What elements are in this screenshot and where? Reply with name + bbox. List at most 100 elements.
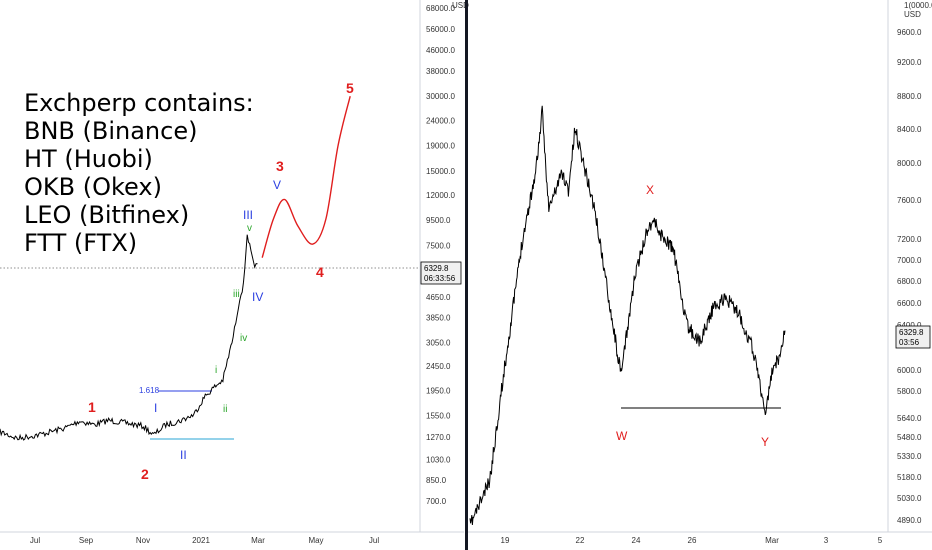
left-y-tick-0: 68000.0 — [426, 4, 455, 13]
left-y-tick-20: 700.0 — [426, 497, 447, 506]
wave-label-W: W — [616, 429, 628, 443]
right-y-tick-17: 5030.0 — [897, 494, 922, 503]
left-y-tick-6: 19000.0 — [426, 141, 455, 150]
left-y-axis: 68000.0 56000.0 46000.0 38000.0 30000.0 24000… — [426, 4, 455, 506]
left-y-tick-8: 12000.0 — [426, 191, 455, 200]
left-chart-panel: Exchperp contains: BNB (Binance) HT (Huo… — [0, 0, 469, 545]
right-y-tick-7: 7000.0 — [897, 256, 922, 265]
right-y-tick-5: 7600.0 — [897, 196, 922, 205]
wave-label-iv: iv — [240, 333, 247, 344]
left-y-tick-17: 1270.0 — [426, 433, 451, 442]
wave-label-2: 2 — [141, 466, 149, 482]
left-x-tick-2: Nov — [136, 536, 150, 545]
left-y-tick-11: 4650.0 — [426, 293, 451, 302]
right-y-tick-18: 4890.0 — [897, 516, 922, 525]
right-y-axis: 9600.0 9200.0 8800.0 8400.0 8000.0 7600.0 7200… — [897, 28, 922, 525]
wave-label-3: 3 — [276, 158, 284, 174]
wave-label-I: I — [154, 401, 157, 415]
wave-label-1: 1 — [88, 399, 96, 415]
left-price-series — [0, 234, 258, 441]
annotation-line-3: HT (Huobi) — [24, 145, 153, 173]
wave-label-4: 4 — [316, 264, 324, 280]
annotation-line-2: BNB (Binance) — [24, 117, 197, 145]
right-x-tick-0: 19 — [501, 536, 510, 545]
right-x-axis: 19 22 24 26 Mar 3 5 — [501, 536, 883, 545]
right-x-tick-3: 26 — [688, 536, 697, 545]
left-y-tick-4: 30000.0 — [426, 92, 455, 101]
right-currency-line-1: 1(0000.0 — [904, 1, 932, 10]
left-y-tick-13: 3050.0 — [426, 338, 451, 347]
left-x-tick-6: Jul — [369, 536, 379, 545]
right-y-tick-3: 8400.0 — [897, 125, 922, 134]
left-y-tick-19: 850.0 — [426, 476, 447, 485]
left-x-tick-1: Sep — [79, 536, 94, 545]
left-y-tick-1: 56000.0 — [426, 25, 455, 34]
wave-label-III: III — [243, 208, 253, 222]
right-y-tick-1: 9200.0 — [897, 58, 922, 67]
right-x-tick-4: Mar — [765, 536, 779, 545]
wave-label-II: II — [180, 448, 187, 462]
right-y-tick-15: 5330.0 — [897, 452, 922, 461]
right-y-tick-9: 6600.0 — [897, 299, 922, 308]
left-currency-label: USD — [452, 1, 469, 10]
left-y-tick-5: 24000.0 — [426, 116, 455, 125]
left-x-tick-5: May — [308, 536, 323, 545]
wave-label-i: i — [215, 365, 217, 376]
right-y-tick-12: 5800.0 — [897, 387, 922, 396]
left-y-tick-2: 46000.0 — [426, 46, 455, 55]
left-wave-labels: 1 2 3 4 5 I II III IV V i ii iii iv v — [88, 80, 354, 482]
wave-label-X: X — [646, 183, 654, 197]
left-y-tick-10: 7500.0 — [426, 242, 451, 251]
panel-divider[interactable] — [465, 0, 468, 550]
left-x-tick-4: Mar — [251, 536, 265, 545]
right-y-tick-8: 6800.0 — [897, 277, 922, 286]
left-y-tick-18: 1030.0 — [426, 455, 451, 464]
right-currency-line-2: USD — [904, 10, 921, 19]
right-y-tick-14: 5480.0 — [897, 433, 922, 442]
wave-label-iii: iii — [233, 289, 240, 300]
fib-1618-label: 1.618 — [139, 386, 160, 395]
left-y-tick-12: 3850.0 — [426, 313, 451, 322]
right-price-series — [469, 105, 786, 526]
wave-label-IV: IV — [252, 290, 263, 304]
right-x-tick-2: 24 — [632, 536, 641, 545]
left-x-axis: Jul Sep Nov 2021 Mar May Jul — [30, 536, 379, 545]
right-x-tick-5: 3 — [824, 536, 829, 545]
right-chart-panel: X W Y 9600.0 9200.0 8800.0 8400.0 8000.0 7600… — [468, 0, 932, 545]
right-price-value: 6329.8 — [899, 328, 924, 337]
left-x-tick-3: 2021 — [192, 536, 210, 545]
right-y-tick-13: 5640.0 — [897, 414, 922, 423]
right-y-tick-6: 7200.0 — [897, 235, 922, 244]
left-price-value: 6329.8 — [424, 264, 449, 273]
exchperp-annotation: Exchperp contains: BNB (Binance) HT (Huo… — [24, 89, 254, 257]
right-y-tick-16: 5180.0 — [897, 473, 922, 482]
wave-label-5: 5 — [346, 80, 354, 96]
wave-label-ii: ii — [223, 404, 227, 415]
annotation-line-4: OKB (Okex) — [24, 173, 162, 201]
right-y-tick-0: 9600.0 — [897, 28, 922, 37]
right-y-tick-10: 6400.0 — [897, 321, 922, 330]
right-price-tag[interactable]: 6329.8 03:56 — [895, 325, 931, 349]
left-y-tick-16: 1550.0 — [426, 411, 451, 420]
annotation-line-5: LEO (Bitfinex) — [24, 201, 189, 229]
left-price-tag[interactable]: 6329.8 06:33:56 — [420, 261, 462, 285]
wave-label-Y: Y — [761, 435, 769, 449]
wave-label-V: V — [273, 178, 281, 192]
left-y-tick-14: 2450.0 — [426, 362, 451, 371]
annotation-line-1: Exchperp contains: — [24, 89, 254, 117]
right-currency-label: 1(0000.0 USD — [904, 1, 932, 19]
left-price-countdown: 06:33:56 — [424, 274, 456, 283]
annotation-line-6: FTT (FTX) — [24, 229, 137, 257]
right-x-tick-1: 22 — [576, 536, 585, 545]
wave-label-v: v — [247, 223, 252, 234]
right-price-countdown: 03:56 — [899, 338, 920, 347]
right-y-tick-11: 6000.0 — [897, 366, 922, 375]
left-x-tick-0: Jul — [30, 536, 40, 545]
right-x-tick-6: 5 — [878, 536, 883, 545]
left-y-tick-15: 1950.0 — [426, 387, 451, 396]
left-y-tick-9: 9500.0 — [426, 216, 451, 225]
right-y-tick-2: 8800.0 — [897, 92, 922, 101]
elliott-projection-curve — [261, 96, 351, 258]
